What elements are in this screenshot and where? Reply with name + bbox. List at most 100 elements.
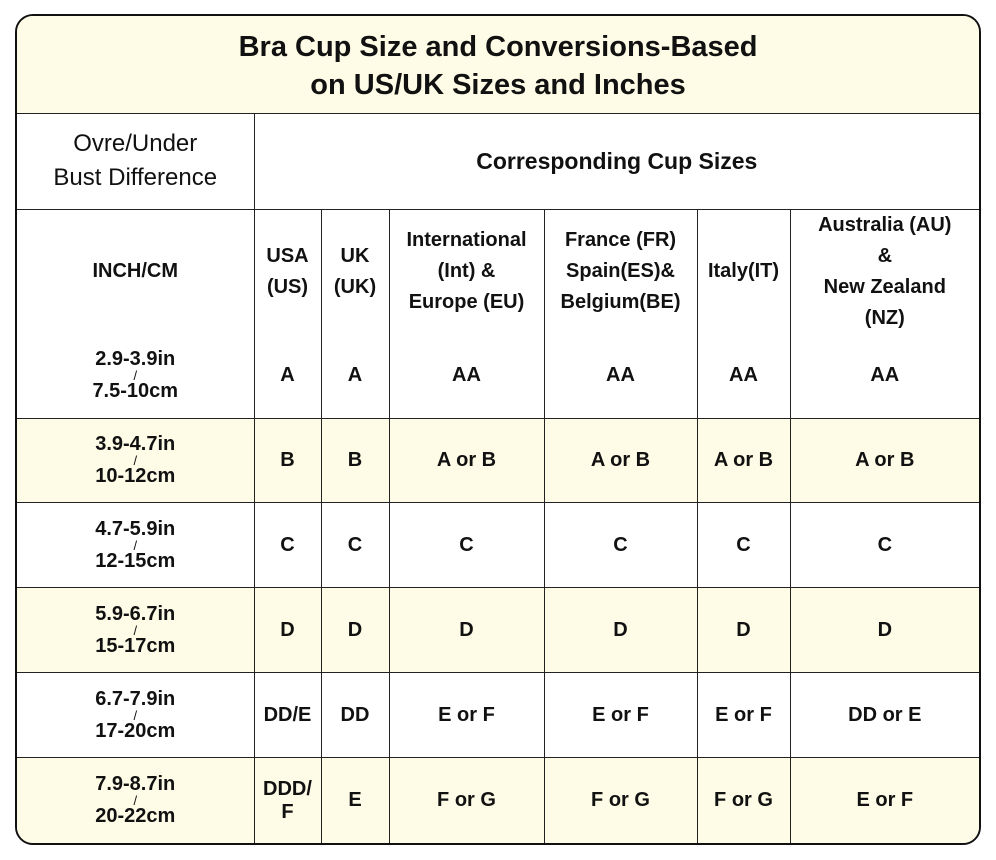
header-line: (US): [266, 275, 309, 298]
bust-difference-range: 5.9-6.7in/15-17cm: [17, 587, 255, 673]
range-sep: /: [133, 707, 138, 723]
range-in: 4.7-5.9in: [95, 517, 176, 540]
cup-size-it: D: [696, 587, 791, 673]
cup-size-au: C: [789, 502, 979, 588]
header-line: Bust Difference: [53, 164, 218, 191]
cup-size-us: DDD/ F: [253, 757, 322, 843]
cup-size-eu: D: [388, 587, 545, 673]
column-header-row: INCH/CM USA (US) UK (UK) International (Int) &…: [17, 208, 979, 334]
cup-size-eu: C: [388, 502, 545, 588]
header-line: &: [877, 244, 893, 267]
cup-size-fr: A or B: [543, 418, 698, 503]
cup-size-fr: D: [543, 587, 698, 673]
cup-size-uk: B: [320, 418, 390, 503]
cup-size-us: DD/E: [253, 672, 322, 758]
column-header-france-spain-belgium: France (FR) Spain(ES)& Belgium(BE): [543, 208, 698, 334]
cup-size-eu: A or B: [388, 418, 545, 503]
header-line: (Int) &: [437, 260, 496, 282]
cup-size-eu: AA: [388, 333, 545, 419]
bust-difference-range: 4.7-5.9in/12-15cm: [17, 502, 255, 588]
table-body: 2.9-3.9in/7.5-10cm A A AA AA AA AA 3.9-4.7in/10…: [17, 333, 979, 843]
range-sep: /: [133, 368, 138, 384]
cup-size-us: D: [253, 587, 322, 673]
cup-size-uk: A: [320, 333, 390, 419]
cup-size-us: B: [253, 418, 322, 503]
header-line: International: [406, 229, 527, 251]
cup-size-eu: E or F: [388, 672, 545, 758]
cup-size-it: C: [696, 502, 791, 588]
column-header-italy: Italy(IT): [696, 208, 791, 334]
cup-size-au: A or B: [789, 418, 979, 503]
bust-difference-range: 7.9-8.7in/20-22cm: [17, 757, 255, 843]
header-line: France (FR): [564, 229, 677, 251]
column-header-australia-nz: Australia (AU) & New Zealand (NZ): [789, 208, 979, 334]
cup-size-fr: C: [543, 502, 698, 588]
cup-size-eu: F or G: [388, 757, 545, 843]
title-line-2: on US/UK Sizes and Inches: [310, 69, 686, 102]
range-in: 6.7-7.9in: [95, 687, 176, 710]
header-line: Italy(IT): [707, 260, 780, 282]
cup-size-fr: E or F: [543, 672, 698, 758]
cup-size-us: A: [253, 333, 322, 419]
header-line: UK: [340, 244, 370, 267]
range-in: 5.9-6.7in: [95, 602, 176, 625]
range-cm: 20-22cm: [95, 805, 176, 828]
column-header-uk: UK (UK): [320, 208, 390, 334]
cup-size-us: C: [253, 502, 322, 588]
column-header-inch-cm: INCH/CM: [17, 208, 255, 334]
header-line: (NZ): [864, 306, 905, 329]
range-in: 7.9-8.7in: [95, 773, 176, 796]
header-line: Belgium(BE): [560, 291, 681, 313]
range-sep: /: [133, 537, 138, 553]
cup-size-table: Bra Cup Size and Conversions-Based on US…: [17, 16, 979, 843]
cup-size-it: AA: [696, 333, 791, 419]
header-line: INCH/CM: [92, 260, 179, 282]
range-cm: 17-20cm: [95, 719, 176, 742]
range-in: 3.9-4.7in: [95, 433, 176, 455]
range-cm: 15-17cm: [95, 634, 176, 657]
cup-size-fr: AA: [543, 333, 698, 419]
table-row: 2.9-3.9in/7.5-10cm A A AA AA AA AA: [17, 333, 979, 419]
table-row: 4.7-5.9in/12-15cm C C C C C C: [17, 502, 979, 588]
title-line-1: Bra Cup Size and Conversions-Based: [238, 31, 758, 64]
bust-difference-range: 3.9-4.7in/10-12cm: [17, 418, 255, 503]
cup-size-au: E or F: [789, 757, 979, 843]
cup-size-uk: D: [320, 587, 390, 673]
cup-size-table-card: Bra Cup Size and Conversions-Based on US…: [15, 14, 981, 845]
table-row: 5.9-6.7in/15-17cm D D D D D D: [17, 587, 979, 673]
header-line: Australia (AU): [818, 213, 952, 236]
corresponding-cup-sizes-header: Corresponding Cup Sizes: [253, 112, 979, 210]
range-cm: 10-12cm: [95, 465, 176, 487]
column-header-international-eu: International (Int) & Europe (EU): [388, 208, 545, 334]
range-cm: 7.5-10cm: [92, 380, 179, 403]
range-sep: /: [133, 453, 138, 468]
cup-size-au: DD or E: [789, 672, 979, 758]
header-line: (UK): [333, 275, 377, 298]
cup-size-it: F or G: [696, 757, 791, 843]
column-header-us: USA (US): [253, 208, 322, 334]
range-in: 2.9-3.9in: [95, 348, 176, 371]
header-line: New Zealand: [823, 275, 946, 298]
cup-size-fr: F or G: [543, 757, 698, 843]
header-line: Spain(ES)&: [566, 260, 675, 282]
table-title: Bra Cup Size and Conversions-Based on US…: [17, 16, 979, 114]
range-sep: /: [133, 793, 138, 809]
cup-size-it: A or B: [696, 418, 791, 503]
header-line: Ovre/Under: [73, 130, 198, 157]
header-line: USA: [266, 244, 309, 267]
cup-size-au: AA: [789, 333, 979, 419]
bust-difference-range: 6.7-7.9in/17-20cm: [17, 672, 255, 758]
bust-difference-range: 2.9-3.9in/7.5-10cm: [17, 333, 255, 419]
bust-difference-header: Ovre/Under Bust Difference: [17, 112, 255, 210]
cup-size-uk: DD: [320, 672, 390, 758]
range-cm: 12-15cm: [95, 549, 176, 572]
cup-size-au: D: [789, 587, 979, 673]
range-sep: /: [133, 622, 138, 638]
cup-size-uk: E: [320, 757, 390, 843]
header-line: Europe (EU): [408, 291, 525, 313]
cup-size-uk: C: [320, 502, 390, 588]
cup-size-it: E or F: [696, 672, 791, 758]
